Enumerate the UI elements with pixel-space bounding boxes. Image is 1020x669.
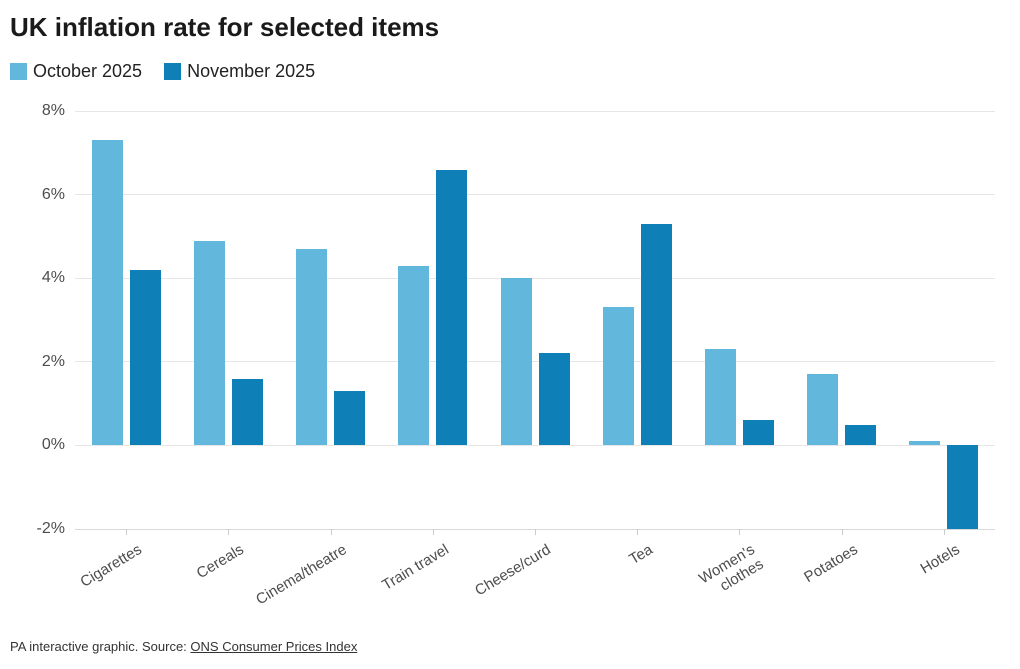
x-axis-tick xyxy=(432,529,434,535)
gridline-0 xyxy=(75,444,995,446)
x-axis-tick xyxy=(637,529,639,535)
y-axis-label: 8% xyxy=(41,102,65,119)
x-axis-tick xyxy=(330,529,332,535)
bar-chart-plot-area: 8% 6% 4% 2% 0% -2% Cigarettes Cereals Cinema/the… xyxy=(37,102,995,608)
legend-item-october[interactable]: October 2025 xyxy=(10,61,142,82)
bar-cinema-theatre-october[interactable] xyxy=(296,248,328,446)
legend-swatch-october xyxy=(10,63,27,80)
bar-cereals-november[interactable] xyxy=(231,378,263,446)
bar-tea-november[interactable] xyxy=(640,223,672,446)
source-link[interactable]: ONS Consumer Prices Index xyxy=(190,639,358,654)
bar-hotels-october[interactable] xyxy=(909,441,941,446)
legend-item-november[interactable]: November 2025 xyxy=(164,61,315,82)
y-axis-label: 6% xyxy=(41,185,65,203)
bar-hotels-november[interactable] xyxy=(947,445,979,529)
bar-tea-october[interactable] xyxy=(602,307,634,446)
gridline-6 xyxy=(75,194,995,196)
bar-cheese-curd-october[interactable] xyxy=(500,278,532,446)
bar-cinema-theatre-november[interactable] xyxy=(334,391,366,446)
x-axis-tick xyxy=(126,529,128,535)
legend-label-october: October 2025 xyxy=(33,61,143,81)
chart-title: UK inflation rate for selected items xyxy=(10,12,440,42)
bar-cigarettes-november[interactable] xyxy=(129,269,161,446)
source-note: PA interactive graphic. Source: ONS Cons… xyxy=(10,639,357,654)
x-axis-tick xyxy=(228,529,230,535)
bar-cereals-october[interactable] xyxy=(193,240,225,446)
bar-train-travel-november[interactable] xyxy=(436,169,468,446)
bar-potatoes-november[interactable] xyxy=(845,424,877,446)
legend-label-november: November 2025 xyxy=(187,61,316,81)
bar-cigarettes-october[interactable] xyxy=(91,140,123,446)
source-text: PA interactive graphic. Source: xyxy=(10,639,191,654)
gridline-8 xyxy=(75,110,995,112)
y-axis-label: 2% xyxy=(41,352,65,370)
y-axis-label: 0% xyxy=(41,436,65,454)
gridline-4 xyxy=(75,277,995,279)
gridline-2 xyxy=(75,361,995,363)
x-axis-tick xyxy=(943,529,945,535)
bar-women-s-clothes-october[interactable] xyxy=(704,349,736,446)
bar-train-travel-october[interactable] xyxy=(398,265,430,446)
bar-women-s-clothes-november[interactable] xyxy=(742,420,774,446)
bar-potatoes-october[interactable] xyxy=(807,374,839,446)
x-axis-tick xyxy=(841,529,843,535)
legend: October 2025 November 2025 xyxy=(10,61,315,82)
y-axis-label: 4% xyxy=(41,269,65,287)
y-axis-label: -2% xyxy=(36,520,65,537)
bar-cheese-curd-november[interactable] xyxy=(538,353,570,446)
x-axis-tick xyxy=(535,529,536,535)
legend-swatch-november xyxy=(164,63,182,80)
x-axis-tick xyxy=(739,529,741,535)
